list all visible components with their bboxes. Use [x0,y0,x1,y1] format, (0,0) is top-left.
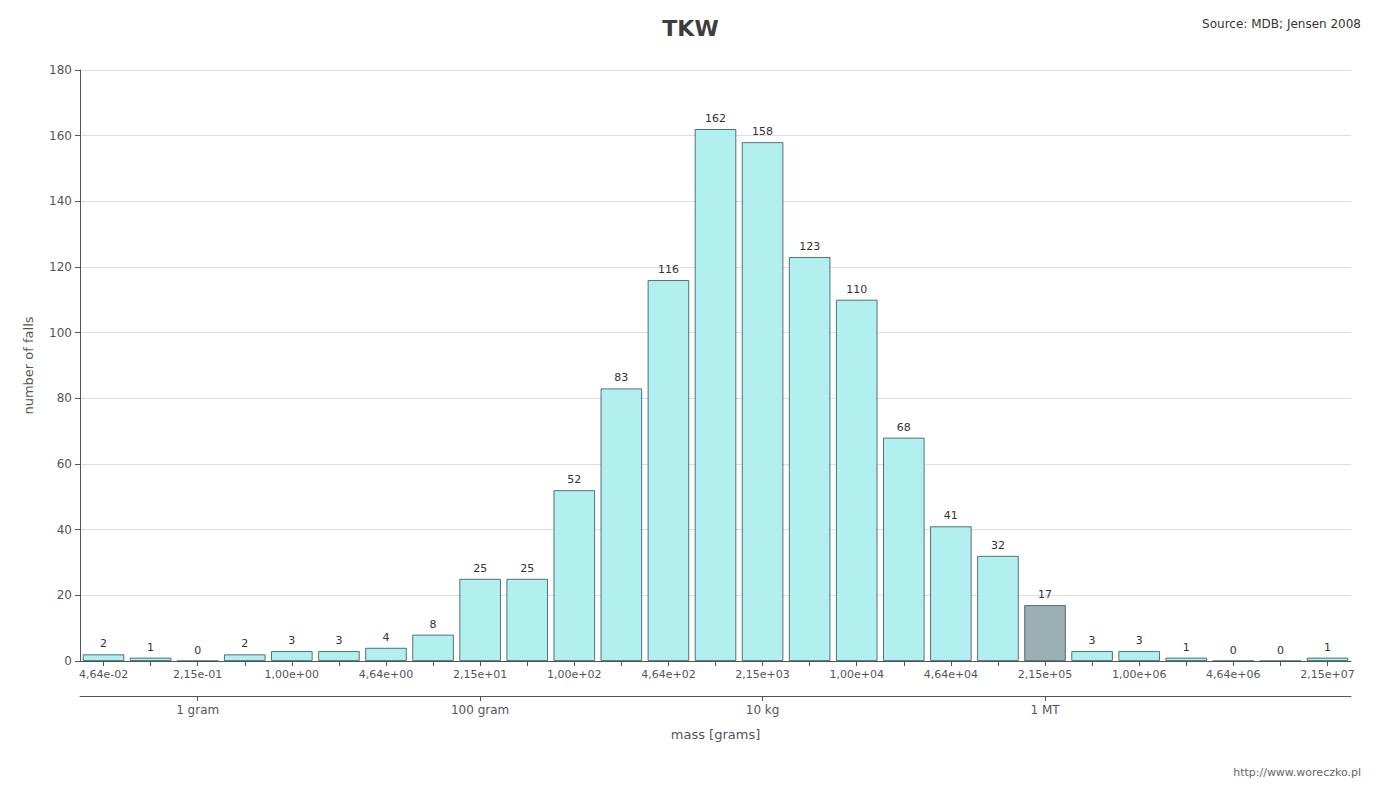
svg-text:4,64e+02: 4,64e+02 [641,668,695,681]
svg-text:160: 160 [49,129,72,143]
svg-text:140: 140 [49,194,72,208]
svg-text:3: 3 [1089,634,1096,647]
svg-text:2,15e+03: 2,15e+03 [735,668,789,681]
svg-text:1: 1 [1183,641,1190,654]
svg-text:number of falls: number of falls [21,316,36,414]
svg-text:1,00e+02: 1,00e+02 [547,668,601,681]
svg-text:158: 158 [752,125,773,138]
svg-text:mass [grams]: mass [grams] [671,727,760,742]
svg-text:100: 100 [49,326,72,340]
svg-text:3: 3 [1136,634,1143,647]
svg-text:0: 0 [1230,644,1237,657]
svg-text:1: 1 [147,641,154,654]
svg-text:http://www.woreczko.pl: http://www.woreczko.pl [1233,766,1361,779]
svg-text:1,00e+00: 1,00e+00 [265,668,319,681]
svg-text:68: 68 [897,421,911,434]
svg-text:120: 120 [49,260,72,274]
svg-text:100 gram: 100 gram [451,703,509,717]
svg-text:52: 52 [567,473,581,486]
svg-text:2: 2 [100,637,107,650]
svg-text:4,64e-02: 4,64e-02 [79,668,128,681]
svg-text:2,15e+01: 2,15e+01 [453,668,507,681]
svg-text:0: 0 [64,654,72,668]
svg-text:3: 3 [288,634,295,647]
svg-text:1,00e+06: 1,00e+06 [1112,668,1166,681]
svg-text:4,64e+06: 4,64e+06 [1206,668,1260,681]
svg-text:1 MT: 1 MT [1030,703,1060,717]
svg-text:180: 180 [49,63,72,77]
svg-text:10 kg: 10 kg [746,703,780,717]
svg-text:83: 83 [614,371,628,384]
svg-text:2,15e-01: 2,15e-01 [173,668,222,681]
svg-text:60: 60 [57,457,72,471]
svg-text:20: 20 [57,588,72,602]
svg-text:25: 25 [473,562,487,575]
svg-text:41: 41 [944,509,958,522]
svg-text:2,15e+05: 2,15e+05 [1018,668,1072,681]
svg-text:116: 116 [658,263,679,276]
svg-text:1: 1 [1324,641,1331,654]
svg-text:0: 0 [194,644,201,657]
svg-text:123: 123 [799,240,820,253]
svg-text:TKW: TKW [662,16,718,41]
svg-text:17: 17 [1038,588,1052,601]
svg-text:3: 3 [335,634,342,647]
svg-text:1,00e+04: 1,00e+04 [829,668,883,681]
svg-text:32: 32 [991,539,1005,552]
svg-text:2,15e+07: 2,15e+07 [1300,668,1354,681]
svg-text:Source: MDB; Jensen 2008: Source: MDB; Jensen 2008 [1202,17,1361,31]
svg-text:40: 40 [57,523,72,537]
svg-text:0: 0 [1277,644,1284,657]
svg-text:80: 80 [57,391,72,405]
svg-text:4,64e+04: 4,64e+04 [924,668,978,681]
svg-text:162: 162 [705,112,726,125]
svg-text:4: 4 [382,631,389,644]
svg-text:8: 8 [430,618,437,631]
svg-text:1 gram: 1 gram [176,703,219,717]
svg-text:2: 2 [241,637,248,650]
svg-text:25: 25 [520,562,534,575]
svg-text:110: 110 [846,283,867,296]
svg-text:4,64e+00: 4,64e+00 [359,668,413,681]
